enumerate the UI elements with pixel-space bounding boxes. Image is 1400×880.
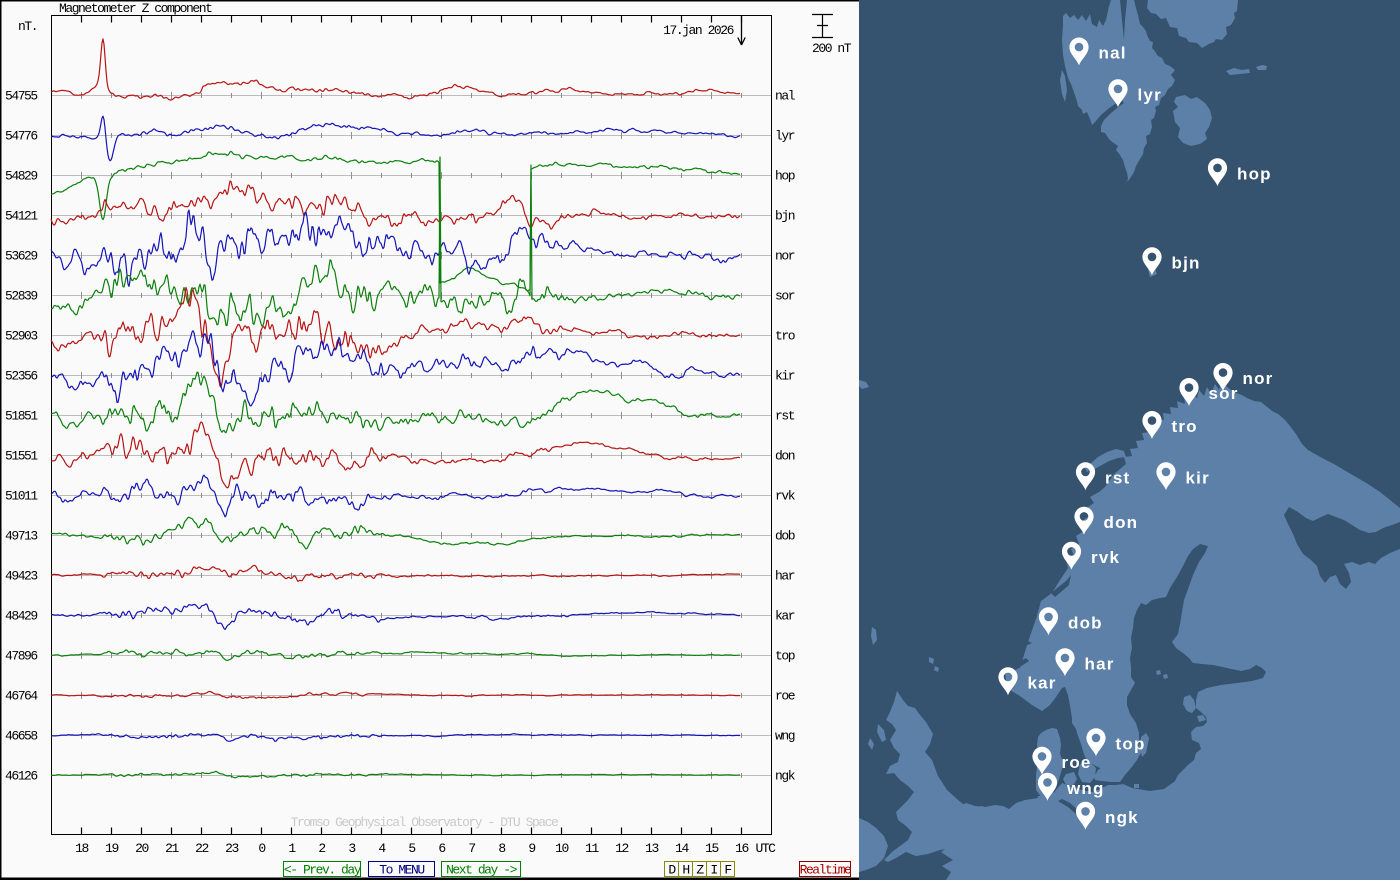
svg-text:51551: 51551: [5, 449, 38, 464]
svg-text:rst: rst: [1105, 469, 1130, 488]
svg-text:22: 22: [195, 841, 208, 856]
svg-text:H: H: [682, 863, 689, 878]
svg-text:don: don: [775, 449, 795, 464]
svg-text:ngk: ngk: [1105, 808, 1139, 827]
svg-text:roe: roe: [775, 689, 795, 704]
svg-text:53629: 53629: [5, 249, 37, 264]
svg-text:Tromso Geophysical Observatory: Tromso Geophysical Observatory - DTU Spa…: [291, 815, 558, 830]
svg-text:49713: 49713: [5, 529, 37, 544]
svg-text:wng: wng: [775, 729, 795, 744]
svg-text:54776: 54776: [5, 129, 37, 144]
svg-text:2: 2: [318, 841, 325, 856]
svg-text:46126: 46126: [5, 769, 37, 784]
svg-text:dob: dob: [775, 529, 795, 544]
svg-text:4: 4: [378, 841, 386, 856]
svg-text:200 nT: 200 nT: [812, 41, 852, 56]
svg-text:13: 13: [645, 841, 658, 856]
svg-text:16: 16: [735, 841, 748, 856]
svg-text:54121: 54121: [5, 209, 38, 224]
svg-text:sor: sor: [1209, 384, 1239, 403]
svg-text:54829: 54829: [5, 169, 37, 184]
svg-text:rst: rst: [775, 409, 795, 424]
svg-text:I: I: [710, 863, 717, 878]
svg-text:UTC: UTC: [755, 841, 776, 856]
svg-text:rvk: rvk: [1091, 548, 1120, 567]
svg-text:10: 10: [555, 841, 568, 856]
svg-text:46658: 46658: [5, 729, 37, 744]
svg-text:8: 8: [498, 841, 505, 856]
svg-text:tro: tro: [1172, 417, 1198, 436]
svg-text:51851: 51851: [5, 409, 38, 424]
svg-text:kir: kir: [1186, 469, 1210, 488]
svg-text:<- Prev. day: <- Prev. day: [284, 863, 362, 878]
svg-text:bjn: bjn: [775, 209, 795, 224]
svg-text:12: 12: [615, 841, 628, 856]
svg-text:top: top: [775, 649, 795, 664]
svg-text:Z: Z: [696, 863, 704, 878]
svg-text:nor: nor: [1243, 369, 1274, 388]
svg-text:19: 19: [105, 841, 118, 856]
svg-text:tro: tro: [775, 329, 795, 344]
svg-text:har: har: [1085, 655, 1115, 674]
svg-text:23: 23: [225, 841, 238, 856]
svg-text:5: 5: [408, 841, 415, 856]
svg-text:nal: nal: [775, 89, 796, 104]
svg-text:52356: 52356: [5, 369, 37, 384]
svg-text:kar: kar: [775, 609, 795, 624]
svg-text:15: 15: [705, 841, 718, 856]
svg-text:don: don: [1104, 513, 1139, 532]
svg-text:hop: hop: [775, 169, 795, 184]
svg-text:D: D: [668, 863, 676, 878]
svg-text:21: 21: [165, 841, 179, 856]
svg-text:0: 0: [258, 841, 265, 856]
svg-text:18: 18: [75, 841, 88, 856]
svg-text:Magnetometer Z component: Magnetometer Z component: [59, 1, 212, 16]
svg-text:kir: kir: [775, 369, 795, 384]
svg-text:top: top: [1116, 735, 1146, 754]
svg-text:48429: 48429: [5, 609, 37, 624]
svg-text:51011: 51011: [5, 489, 38, 504]
svg-text:14: 14: [675, 841, 689, 856]
svg-text:Next day ->: Next day ->: [446, 863, 518, 878]
svg-text:52903: 52903: [5, 329, 37, 344]
svg-text:1: 1: [288, 841, 296, 856]
svg-text:46764: 46764: [5, 689, 38, 704]
svg-text:dob: dob: [1068, 614, 1103, 633]
svg-text:47896: 47896: [5, 649, 37, 664]
svg-text:9: 9: [528, 841, 535, 856]
svg-text:17.jan 2026: 17.jan 2026: [663, 23, 734, 38]
svg-text:har: har: [775, 569, 795, 584]
svg-text:roe: roe: [1062, 753, 1092, 772]
svg-text:F: F: [724, 863, 731, 878]
svg-text:wng: wng: [1066, 779, 1105, 798]
svg-text:ngk: ngk: [775, 769, 796, 784]
svg-text:11: 11: [585, 841, 599, 856]
svg-text:20: 20: [135, 841, 148, 856]
svg-text:rvk: rvk: [775, 489, 796, 504]
svg-text:6: 6: [438, 841, 445, 856]
svg-text:lyr: lyr: [1138, 86, 1162, 105]
svg-text:bjn: bjn: [1172, 254, 1201, 273]
svg-text:Realtime: Realtime: [800, 863, 851, 878]
svg-text:kar: kar: [1028, 674, 1057, 693]
svg-text:nal: nal: [1099, 44, 1127, 63]
svg-text:nor: nor: [775, 249, 795, 264]
svg-text:nT.: nT.: [18, 19, 37, 34]
svg-text:52839: 52839: [5, 289, 37, 304]
svg-text:49423: 49423: [5, 569, 37, 584]
svg-text:hop: hop: [1237, 165, 1272, 184]
svg-text:lyr: lyr: [775, 129, 795, 144]
svg-text:54755: 54755: [5, 89, 37, 104]
svg-text:7: 7: [468, 841, 475, 856]
svg-text:To MENU: To MENU: [379, 863, 424, 878]
svg-text:3: 3: [348, 841, 355, 856]
svg-text:sor: sor: [775, 289, 795, 304]
